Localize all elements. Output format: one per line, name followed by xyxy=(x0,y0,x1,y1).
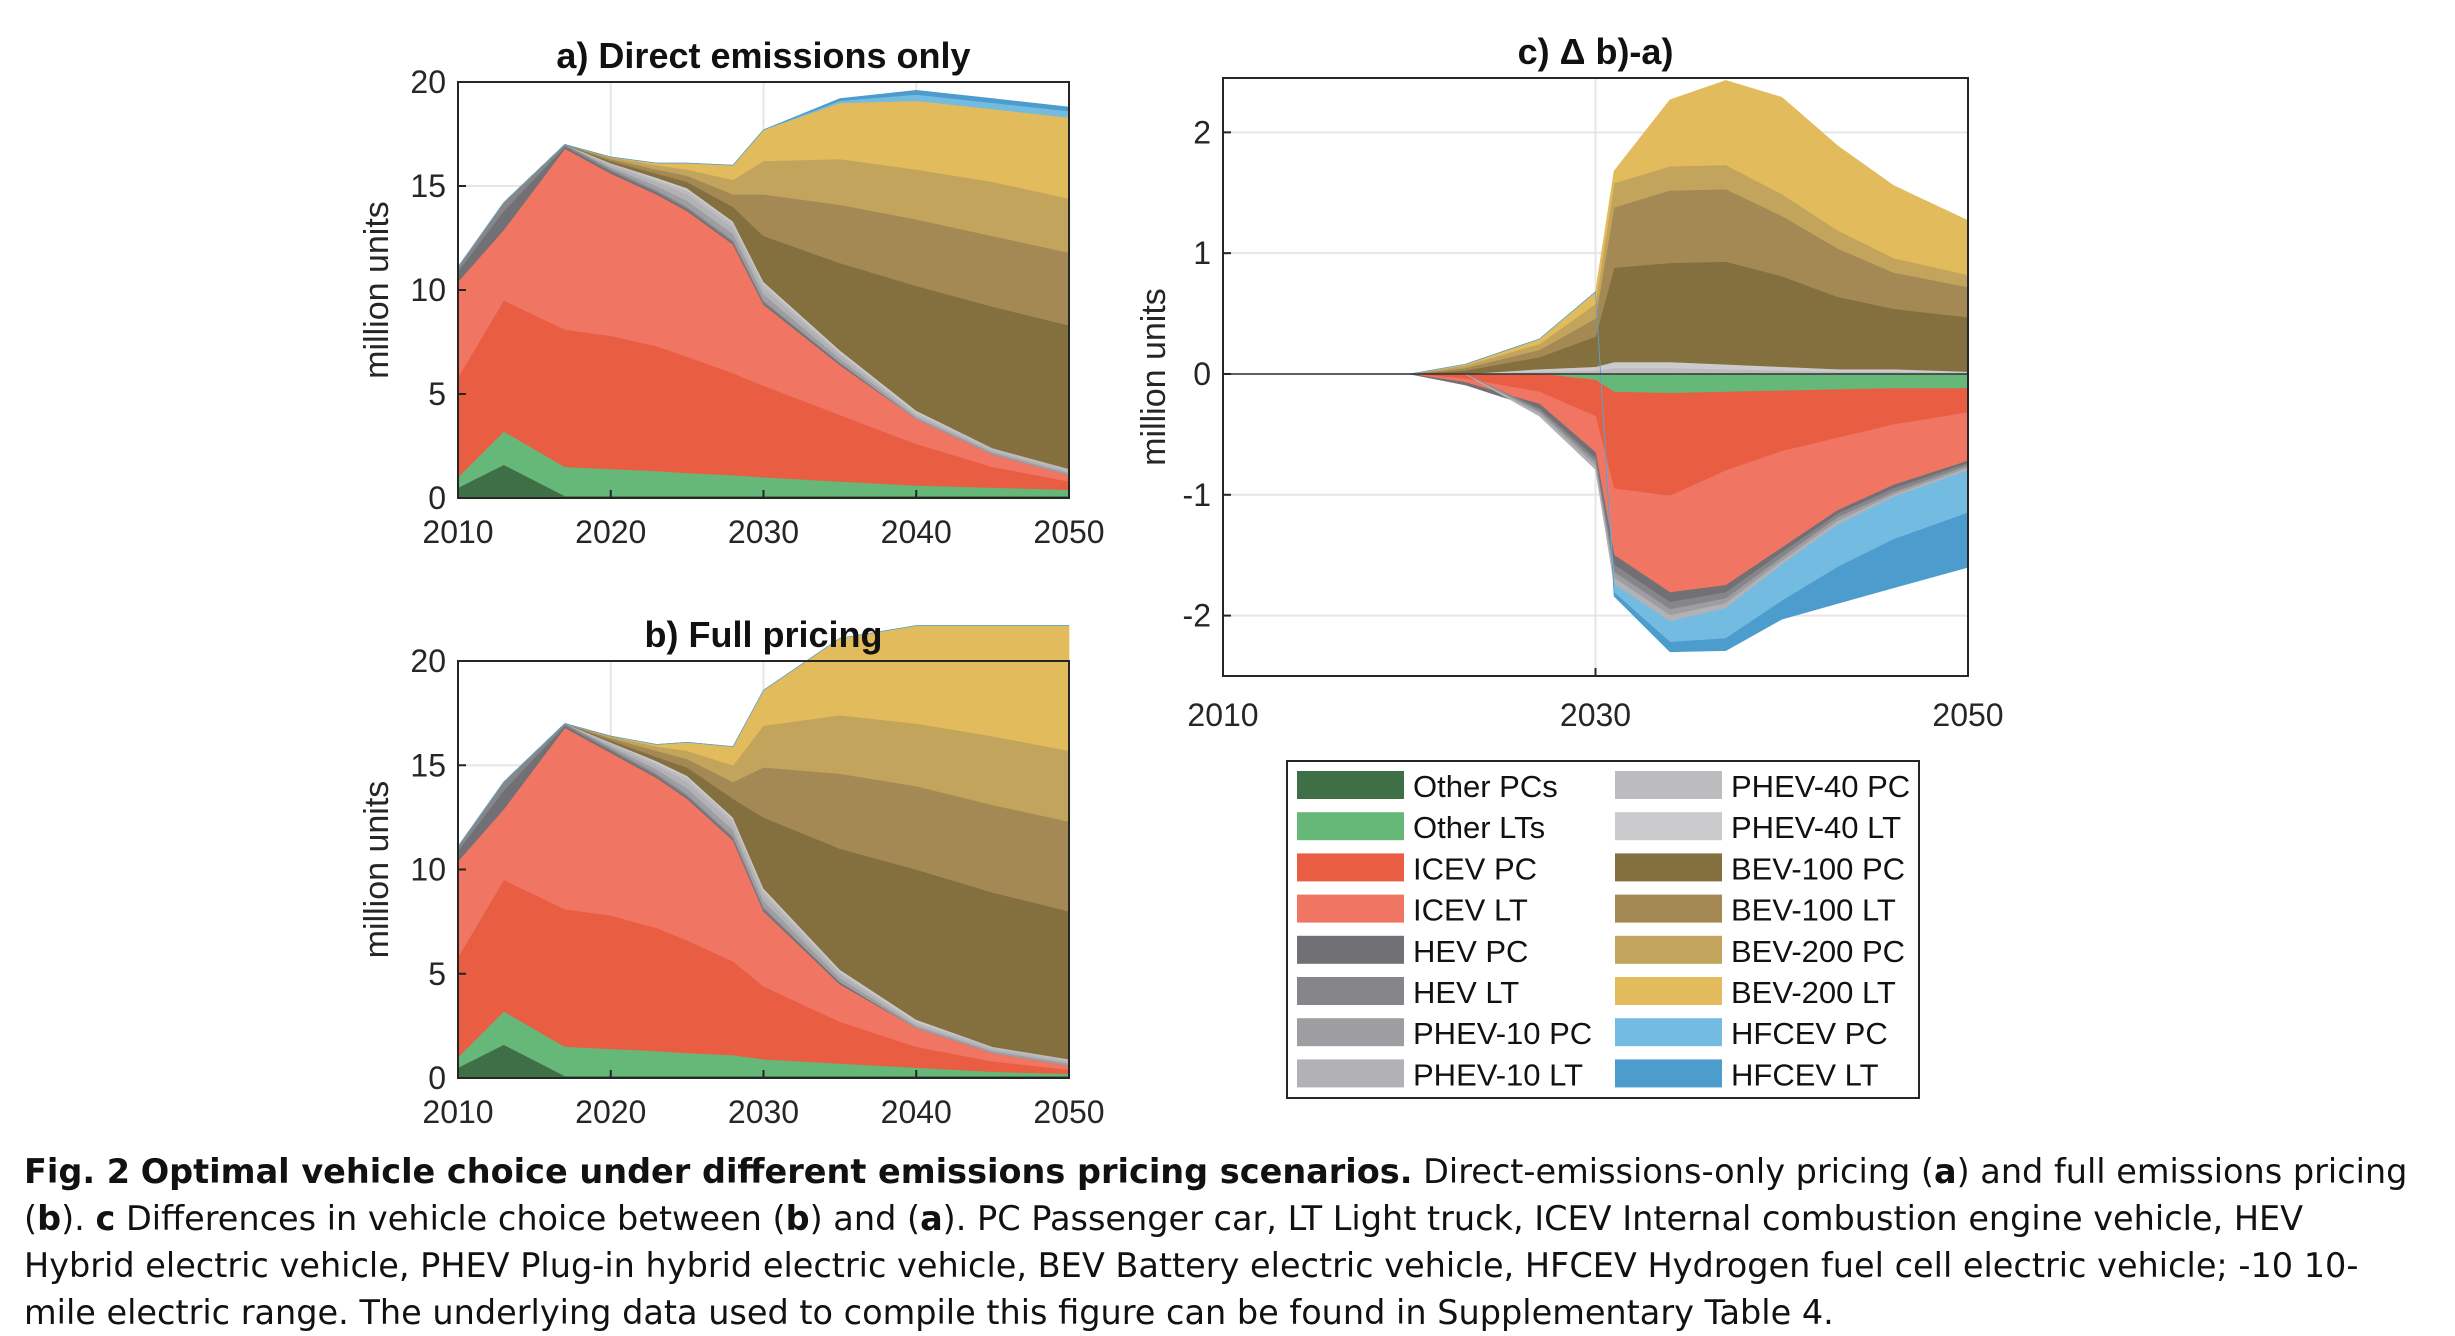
x-tick-label: 2050 xyxy=(1033,514,1104,550)
caption-figure-title: Optimal vehicle choice under different e… xyxy=(140,1152,1413,1191)
legend-swatch-hfcev-lt xyxy=(1615,1059,1722,1088)
legend-label-bev-200-lt: BEV-200 LT xyxy=(1731,975,1896,1010)
y-tick-label: -1 xyxy=(1183,477,1211,513)
panel-b-full-pricing: 2010 2020 2030 2040 2050 0 5 10 15 20 b) Full pric… xyxy=(358,614,1105,1130)
legend-swatch-phev-40-lt xyxy=(1615,812,1722,841)
legend-swatch-hfcev-pc xyxy=(1615,1018,1722,1047)
y-tick-label: 10 xyxy=(410,852,446,888)
chart-title: a) Direct emissions only xyxy=(556,35,970,76)
y-tick-label: 0 xyxy=(428,1060,446,1096)
legend-label-hfcev-lt: HFCEV LT xyxy=(1731,1057,1879,1092)
x-tick-label: 2030 xyxy=(1560,697,1631,733)
caption-ref-a: a xyxy=(920,1199,943,1238)
x-tick-label: 2010 xyxy=(422,514,493,550)
legend-label-hev-pc: HEV PC xyxy=(1413,934,1528,969)
legend-swatch-bev-200-pc xyxy=(1615,935,1722,964)
legend-swatch-bev-100-lt xyxy=(1615,894,1722,923)
x-tick-label: 2020 xyxy=(575,514,646,550)
caption-ref-b: b xyxy=(37,1199,62,1238)
area-hfcev-lt xyxy=(457,625,1069,847)
legend-label-bev-100-pc: BEV-100 PC xyxy=(1731,851,1905,886)
legend-label-icev-pc: ICEV PC xyxy=(1413,851,1537,886)
legend-label-icev-lt: ICEV LT xyxy=(1413,893,1528,928)
caption-ref-c: c xyxy=(95,1199,116,1238)
y-tick-label: 2 xyxy=(1193,114,1211,150)
x-tick-label: 2010 xyxy=(422,1094,493,1130)
legend-swatch-hev-pc xyxy=(1297,935,1404,964)
legend-swatch-bev-100-pc xyxy=(1615,853,1722,882)
y-axis-label: million units xyxy=(358,781,396,959)
legend-swatch-hev-lt xyxy=(1297,977,1404,1005)
panel-a-direct-emissions-only: 2010 2020 2030 2040 2050 0 5 10 15 20 a) Direct em… xyxy=(358,35,1105,550)
caption-text: Differences in vehicle choice between ( xyxy=(115,1199,786,1238)
legend-label-hev-lt: HEV LT xyxy=(1413,975,1519,1010)
x-tick-label: 2040 xyxy=(881,514,952,550)
legend-swatch-phev-40-pc xyxy=(1615,771,1722,799)
y-tick-label: 10 xyxy=(410,272,446,308)
y-axis-label: million units xyxy=(358,201,396,379)
legend-label-bev-100-lt: BEV-100 LT xyxy=(1731,893,1896,928)
caption-figure-label: Fig. 2 xyxy=(24,1152,131,1191)
y-tick-label: 5 xyxy=(428,376,446,412)
y-tick-label: 1 xyxy=(1193,235,1211,271)
panel-c-difference: 2010 2030 2050 -2 -1 0 1 2 c) Δ b)-a) million uni… xyxy=(1135,31,2004,733)
y-tick-label: 20 xyxy=(410,643,446,679)
caption-text: Direct-emissions-only pricing ( xyxy=(1423,1152,1934,1191)
figure-caption: Fig. 2 Optimal vehicle choice under diff… xyxy=(24,1148,2424,1336)
legend-swatch-other-pcs xyxy=(1297,771,1404,799)
legend-label-other-pcs: Other PCs xyxy=(1413,769,1558,804)
y-tick-label: 20 xyxy=(410,64,446,100)
caption-text: ). PC Passenger car, LT Light truck, ICE… xyxy=(24,1199,2359,1332)
caption-ref-a: a xyxy=(1933,1152,1957,1191)
x-tick-label: 2040 xyxy=(881,1094,952,1130)
legend-swatch-phev-10-lt xyxy=(1297,1059,1404,1088)
y-tick-label: 0 xyxy=(428,480,446,516)
legend-label-phev-10-lt: PHEV-10 LT xyxy=(1413,1057,1583,1092)
y-tick-label: 0 xyxy=(1193,356,1211,392)
x-tick-label: 2030 xyxy=(728,514,799,550)
legend-swatch-phev-10-pc xyxy=(1297,1018,1404,1047)
chart-title: c) Δ b)-a) xyxy=(1518,31,1674,72)
x-tick-label: 2050 xyxy=(1932,697,2003,733)
legend-label-other-lts: Other LTs xyxy=(1413,810,1545,845)
y-tick-label: -2 xyxy=(1183,598,1211,634)
x-tick-label: 2010 xyxy=(1187,697,1258,733)
legend-swatch-other-lts xyxy=(1297,812,1404,841)
legend-label-phev-10-pc: PHEV-10 PC xyxy=(1413,1016,1592,1051)
x-tick-label: 2050 xyxy=(1033,1094,1104,1130)
y-tick-label: 15 xyxy=(410,168,446,204)
caption-ref-b: b xyxy=(785,1199,810,1238)
legend-label-phev-40-pc: PHEV-40 PC xyxy=(1731,769,1910,804)
x-tick-label: 2020 xyxy=(575,1094,646,1130)
caption-text: ) and full emissions pricing ( xyxy=(24,1152,2408,1238)
legend-label-hfcev-pc: HFCEV PC xyxy=(1731,1016,1888,1051)
legend-swatch-icev-pc xyxy=(1297,853,1404,882)
caption-text: ). xyxy=(61,1199,96,1238)
legend-label-bev-200-pc: BEV-200 PC xyxy=(1731,934,1905,969)
y-axis-label: million units xyxy=(1135,288,1173,466)
y-tick-label: 5 xyxy=(428,956,446,992)
y-tick-label: 15 xyxy=(410,747,446,783)
legend-swatch-icev-lt xyxy=(1297,894,1404,923)
caption-text: ) and ( xyxy=(809,1199,921,1238)
chart-title: b) Full pricing xyxy=(645,614,883,655)
legend-swatch-bev-200-lt xyxy=(1615,977,1722,1005)
legend: Other PCs Other LTs ICEV PC ICEV LT HEV PC HE… xyxy=(1286,760,1920,1099)
x-tick-label: 2030 xyxy=(728,1094,799,1130)
legend-label-phev-40-lt: PHEV-40 LT xyxy=(1731,810,1901,845)
